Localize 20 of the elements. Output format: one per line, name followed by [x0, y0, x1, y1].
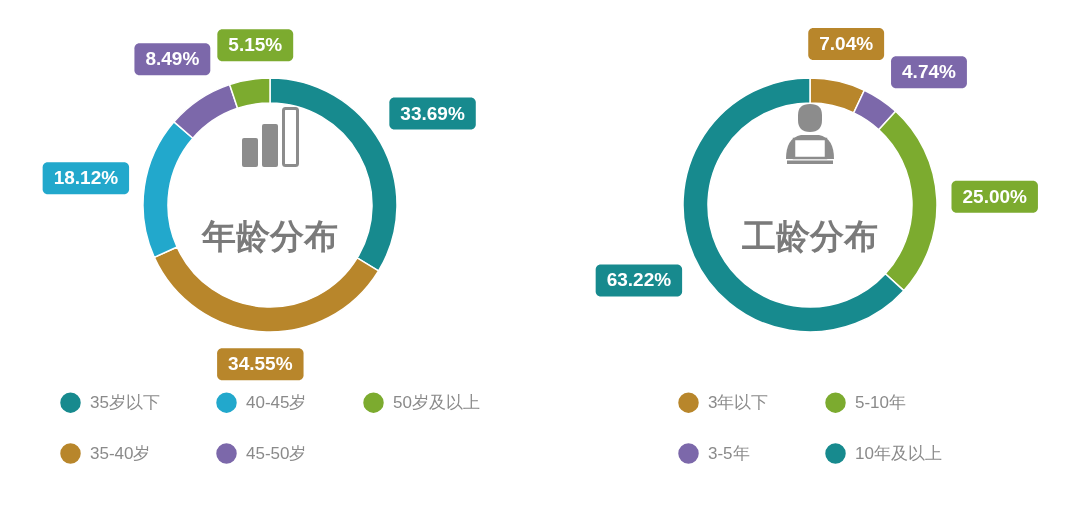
legend-label: 3年以下: [708, 392, 769, 412]
legend-label: 10年及以上: [855, 443, 942, 463]
legend-label: 5-10年: [855, 392, 907, 412]
legend-label: 45-50岁: [246, 443, 307, 463]
data-label: 63.22%: [606, 269, 672, 291]
data-label: 7.04%: [819, 33, 874, 55]
legend-label: 40-45岁: [246, 392, 307, 412]
legend-label: 3-5年: [708, 443, 750, 463]
data-label: 5.15%: [228, 34, 283, 56]
text: 年龄分布: [201, 217, 338, 255]
legend-label: 35-40岁: [90, 443, 151, 463]
data-label: 33.69%: [400, 102, 465, 124]
data-label: 18.12%: [53, 167, 119, 189]
text: 工龄分布: [741, 217, 878, 255]
legend-label: 50岁及以上: [393, 392, 480, 412]
data-label: 4.74%: [902, 61, 957, 83]
data-label: 8.49%: [145, 48, 200, 70]
data-label: 34.55%: [228, 353, 293, 375]
data-label: 25.00%: [962, 185, 1028, 207]
legend-label: 35岁以下: [90, 392, 160, 412]
